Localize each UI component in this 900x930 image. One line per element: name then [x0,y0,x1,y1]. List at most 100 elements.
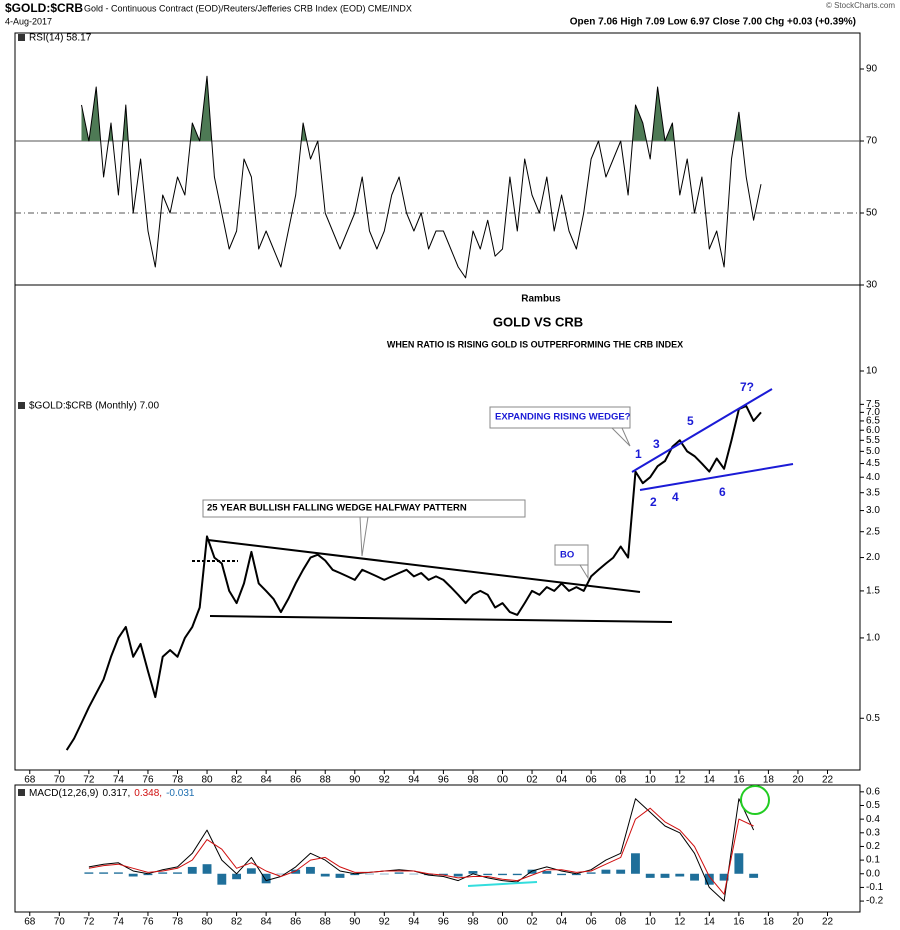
annotation: 6 [719,485,726,499]
x-tick-label: 10 [645,775,657,786]
pointer [359,516,369,557]
x-tick-label: 80 [201,775,213,786]
x-tick-label: 16 [733,775,745,786]
x-tick-label: 82 [231,917,243,928]
x-tick-label: 90 [349,775,361,786]
histogram-bar [365,873,374,875]
y-tick-label: 4.5 [866,458,880,469]
histogram-bar [409,873,419,875]
x-tick-label: 06 [586,775,598,786]
histogram-bar [320,873,330,877]
histogram-bar [187,866,197,874]
histogram-bar [734,853,744,874]
annotation-box [489,406,631,429]
y-tick-label: 4.0 [866,472,880,483]
histogram-bar [453,873,463,877]
panel-border [14,32,861,286]
y-tick-label: 6.0 [866,425,880,436]
y-tick-label: 90 [866,64,878,75]
legend-label: RSI(14) 58.17 [29,33,92,44]
histogram-bar [645,873,655,878]
y-tick-label: 2.5 [866,526,880,537]
annotation-box [554,544,589,566]
x-tick-label: 88 [320,917,332,928]
x-tick-label: 20 [792,917,804,928]
highlight-circle [740,785,770,815]
histogram-bar [335,873,345,878]
histogram-bar [571,873,581,876]
x-tick-label: 12 [674,775,686,786]
x-tick-label: 10 [645,917,657,928]
histogram-bar [128,873,138,877]
x-tick-label: 72 [83,775,95,786]
histogram-bar [99,872,109,874]
annotation: Rambus [521,294,561,305]
x-tick-label: 02 [526,917,538,928]
y-tick-label: 5.5 [866,435,880,446]
annotation: WHEN RATIO IS RISING GOLD IS OUTPERFORMI… [387,339,683,349]
histogram-bar [512,873,522,876]
series-line [65,404,762,751]
legend-label: MACD(12,26,9) 0.317, 0.348, -0.031 [29,788,195,799]
x-tick-label: 74 [113,775,125,786]
annotation: 1 [635,447,642,461]
x-tick-label: 68 [24,775,36,786]
x-tick-label: 00 [497,917,509,928]
annotation: BO [560,550,574,561]
histogram-bar [379,873,389,875]
x-tick-label: 14 [704,775,716,786]
x-tick-label: 22 [822,917,834,928]
x-tick-label: 22 [822,775,834,786]
pointer [579,564,589,580]
drawings [192,388,794,887]
x-tick-label: 84 [261,775,273,786]
x-tick-label: 18 [763,917,775,928]
y-tick-label: 7.0 [866,407,880,418]
x-tick-label: 86 [290,917,302,928]
y-tick-label: 0.5 [866,713,880,724]
histogram-bar [586,872,596,874]
histogram-bar [483,873,493,876]
legend-swatch [18,34,25,41]
x-tick-label: 76 [142,917,154,928]
y-tick-label: 1.0 [866,633,880,644]
x-tick-label: 68 [24,917,36,928]
x-tick-label: 00 [497,775,509,786]
histogram-bar [704,873,714,885]
y-tick-label: -0.1 [866,882,884,893]
copyright: © StockCharts.com [826,1,895,10]
x-tick-label: 18 [763,775,775,786]
x-tick-label: 84 [261,917,273,928]
annotation-box [202,499,526,518]
y-tick-label: 30 [866,280,878,291]
y-tick-label: 0.4 [866,814,880,825]
wedge-line [631,388,773,473]
x-tick-label: 88 [320,775,332,786]
histogram-bar [276,873,286,875]
x-tick-label: 80 [201,917,213,928]
histogram-bar [527,869,537,874]
y-tick-label: 50 [866,208,878,219]
x-tick-label: 78 [172,775,184,786]
y-tick-label: 0.1 [866,855,880,866]
histogram-bar [498,873,507,876]
annotation: 4 [672,490,679,504]
y-tick-label: 7.5 [866,399,880,410]
y-tick-label: 0.5 [866,800,880,811]
x-tick-label: 86 [290,775,302,786]
pointer [611,427,631,447]
x-tick-label: 72 [83,917,95,928]
histogram-bar [261,873,271,884]
histogram-bar [690,873,699,881]
histogram-bar [468,871,478,874]
wedge-line [209,615,673,623]
y-tick-label: 0.6 [866,786,880,797]
x-tick-label: 14 [704,917,716,928]
series-line [88,807,754,895]
x-tick-label: 96 [438,917,450,928]
x-tick-label: 12 [674,917,686,928]
histogram-bar [616,869,626,874]
y-tick-label: 2.0 [866,552,880,563]
symbol: $GOLD:$CRB [5,1,83,15]
x-tick-label: 90 [349,917,361,928]
